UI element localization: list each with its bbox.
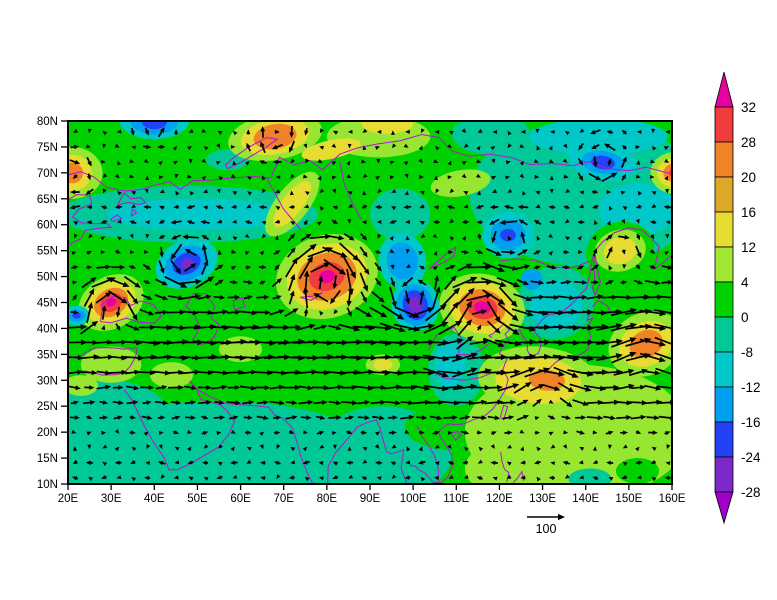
colorbar-label: 16 xyxy=(741,205,756,220)
colorbar-bottom-arrow xyxy=(714,491,734,525)
colorbar-block xyxy=(714,421,734,458)
lat-tick-label: 20N xyxy=(37,427,58,439)
lat-tick-label: 35N xyxy=(37,349,58,361)
coastline-segment xyxy=(68,133,672,192)
reference-vector: 100 xyxy=(527,513,565,536)
lon-tick-label: 50E xyxy=(187,493,208,505)
lat-tick-label: 45N xyxy=(37,298,58,310)
lon-tick-label: 160E xyxy=(659,493,686,505)
colorbar-block xyxy=(714,281,734,318)
reference-vector-label: 100 xyxy=(536,522,557,536)
lat-tick-label: 75N xyxy=(37,142,58,154)
coastline-segment xyxy=(592,254,601,296)
lat-tick-label: 10N xyxy=(37,479,58,491)
colorbar-block xyxy=(714,211,734,248)
lat-tick-label: 40N xyxy=(37,323,58,335)
lon-tick-label: 20E xyxy=(58,493,79,505)
lon-tick-label: 40E xyxy=(144,493,165,505)
colorbar-label: -8 xyxy=(741,345,753,360)
colorbar-block xyxy=(714,351,734,388)
colorbar-block xyxy=(714,246,734,283)
lon-tick-label: 110E xyxy=(443,493,469,505)
coastline-segment xyxy=(500,451,510,483)
colorbar-block xyxy=(714,106,734,143)
colorbar-label: 20 xyxy=(741,170,756,185)
colorbar-label: -24 xyxy=(741,450,761,465)
lon-tick-label: 60E xyxy=(230,493,251,505)
colorbar-label: 32 xyxy=(741,100,756,115)
coastline-segment xyxy=(416,424,440,482)
lat-tick-label: 15N xyxy=(37,453,58,465)
coastline-segment xyxy=(68,347,138,359)
coastline-segment xyxy=(499,258,591,270)
lat-tick-label: 25N xyxy=(37,401,58,413)
colorbar: 32 28 20 16 12 4 0 -8 -12 -16 -24 -28 xyxy=(714,71,761,525)
coastline-segment xyxy=(299,292,323,301)
coastline-segment xyxy=(224,137,279,170)
lat-tick-label: 55N xyxy=(37,246,58,258)
colorbar-block xyxy=(714,316,734,353)
colorbar-block xyxy=(714,386,734,423)
lon-tick-label: 120E xyxy=(486,493,513,505)
lon-axis: 20E 30E 40E 50E 60E 70E 80E 90E 100E 110E 120E 130E… xyxy=(58,484,686,505)
colorbar-block xyxy=(714,456,734,493)
lon-tick-label: 140E xyxy=(572,493,599,505)
lat-tick-label: 70N xyxy=(37,168,58,180)
colorbar-label: 28 xyxy=(741,135,756,150)
colorbar-label: 0 xyxy=(741,310,749,325)
colorbar-label: 12 xyxy=(741,240,756,255)
coastline-segment xyxy=(499,404,509,421)
coastline-segment xyxy=(99,295,162,324)
coastline-segment xyxy=(130,208,138,217)
colorbar-label: -28 xyxy=(741,485,761,500)
lat-axis: 80N 75N 70N 65N 60N 55N 50N 45N 40N 35N 30N 25N 20N 1… xyxy=(37,116,68,491)
coastline-segment xyxy=(189,380,314,484)
colorbar-label: -16 xyxy=(741,415,761,430)
coastline-segment xyxy=(450,431,462,442)
lon-tick-label: 80E xyxy=(317,493,338,505)
coastline-segment xyxy=(429,245,457,270)
colorbar-top-arrow xyxy=(714,71,734,108)
colorbar-label: -12 xyxy=(741,380,761,395)
coastline-segment xyxy=(232,297,246,311)
lat-tick-label: 30N xyxy=(37,375,58,387)
coastline-segment xyxy=(512,470,525,483)
coastline-segment xyxy=(68,194,113,247)
colorbar-block xyxy=(714,176,734,213)
lon-tick-label: 130E xyxy=(529,493,556,505)
colorbar-label: 4 xyxy=(741,275,749,290)
lon-tick-label: 90E xyxy=(360,493,381,505)
colorbar-block xyxy=(714,141,734,178)
coastline-segment xyxy=(339,162,362,220)
coastline-segment xyxy=(266,177,302,231)
lon-tick-label: 150E xyxy=(615,493,642,505)
lat-tick-label: 80N xyxy=(37,116,58,128)
coastline-segment xyxy=(327,419,408,484)
lat-tick-label: 65N xyxy=(37,194,58,206)
lat-tick-label: 60N xyxy=(37,220,58,232)
lat-tick-label: 50N xyxy=(37,272,58,284)
lon-tick-label: 70E xyxy=(273,493,294,505)
lon-tick-label: 30E xyxy=(101,493,122,505)
wind-vector-field xyxy=(68,125,672,482)
fill-field xyxy=(68,121,672,484)
coastline-segment xyxy=(117,191,147,206)
coastline-segment xyxy=(109,214,123,223)
lon-tick-label: 100E xyxy=(400,493,427,505)
